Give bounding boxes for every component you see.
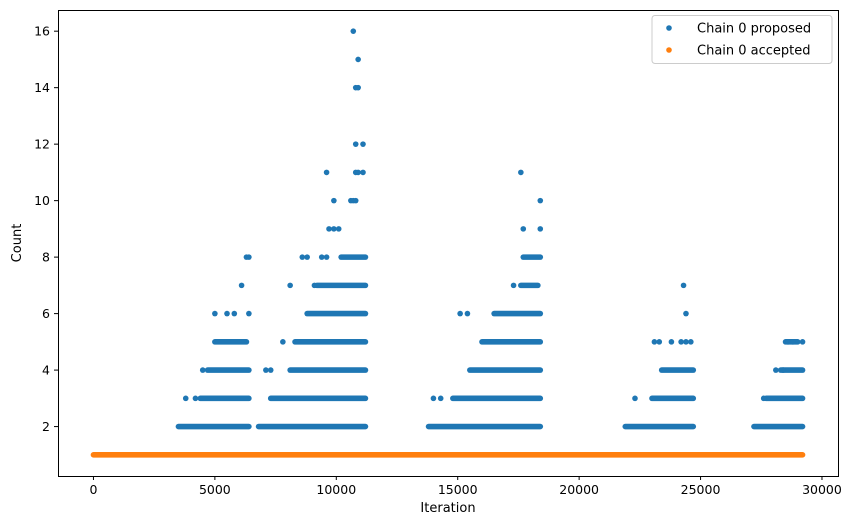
- data-points: [90, 28, 806, 458]
- data-point-0-6: [246, 310, 252, 317]
- data-point-0-2: [199, 367, 206, 373]
- x-axis-label: Iteration: [420, 501, 475, 516]
- data-point-0-39: [464, 310, 471, 317]
- data-point-0-23: [331, 197, 337, 204]
- data-point-0-21: [335, 226, 342, 232]
- data-point-0-17: [318, 254, 325, 260]
- plot-frame: [58, 10, 839, 477]
- plot-area-background: [58, 10, 838, 476]
- x-tick-label-5: 25000: [681, 482, 721, 497]
- data-point-0-1: [192, 395, 199, 402]
- data-point-0-55: [773, 367, 779, 373]
- data-point-0-46: [651, 339, 658, 345]
- data-point-0-43: [537, 197, 544, 204]
- data-point-0-14: [299, 254, 306, 260]
- data-point-0-41: [520, 226, 527, 232]
- data-point-0-30: [352, 141, 359, 147]
- legend-marker-accepted: [666, 47, 672, 53]
- x-tick-label-3: 15000: [438, 482, 478, 497]
- x-tick-label-0: 0: [89, 482, 97, 497]
- data-point-0-36: [430, 395, 437, 402]
- data-point-0-56: [780, 367, 786, 373]
- data-point-0-15: [304, 254, 310, 260]
- x-tick-label-1: 5000: [199, 482, 231, 497]
- x-tick-label-2: 10000: [316, 482, 356, 497]
- data-point-0-28: [355, 169, 361, 176]
- y-tick-label-4: 10: [34, 193, 50, 208]
- data-point-0-34: [355, 56, 361, 63]
- data-point-0-49: [678, 339, 684, 345]
- data-point-0-50: [683, 339, 689, 345]
- data-point-0-38: [457, 310, 463, 317]
- y-tick-label-7: 16: [34, 24, 50, 39]
- data-point-0-52: [683, 310, 689, 317]
- data-point-0-48: [668, 339, 675, 345]
- data-point-0-18: [323, 254, 330, 260]
- data-point-0-31: [360, 141, 366, 147]
- data-point-0-12: [280, 339, 286, 345]
- data-point-0-16: [311, 282, 318, 289]
- data-point-0-45: [632, 395, 638, 402]
- data-point-0-0: [182, 395, 189, 402]
- y-tick-label-3: 8: [42, 250, 50, 265]
- y-tick-label-2: 6: [42, 306, 50, 321]
- series-0: [175, 28, 806, 430]
- data-point-0-19: [326, 226, 332, 232]
- legend: Chain 0 proposed Chain 0 accepted: [651, 15, 833, 64]
- data-point-0-37: [437, 395, 444, 402]
- data-point-0-58: [790, 339, 796, 345]
- data-point-0-29: [360, 169, 366, 176]
- data-point-0-35: [350, 28, 357, 34]
- y-tick-label-5: 12: [34, 137, 50, 152]
- data-point-0-11: [267, 367, 274, 373]
- data-point-0-51: [688, 339, 694, 345]
- y-axis-label: Count: [10, 224, 25, 263]
- data-point-0-4: [224, 310, 230, 317]
- data-point-0-53: [680, 282, 687, 289]
- data-point-0-57: [785, 339, 791, 345]
- data-point-0-44: [518, 169, 524, 176]
- y-tick-label-0: 2: [42, 419, 50, 434]
- y-tick-label-1: 4: [42, 363, 50, 378]
- x-tick-label-6: 30000: [802, 482, 842, 497]
- data-point-0-33: [355, 84, 361, 91]
- data-point-0-7: [238, 282, 245, 289]
- data-point-0-13: [287, 282, 293, 289]
- legend-marker-proposed: [666, 25, 672, 31]
- data-point-0-54: [760, 395, 767, 402]
- data-point-0-59: [799, 339, 806, 345]
- legend-box: [651, 15, 833, 64]
- data-point-0-40: [510, 282, 517, 289]
- y-tick-label-6: 14: [34, 80, 50, 95]
- legend-label-accepted: Chain 0 accepted: [697, 44, 811, 59]
- data-point-0-47: [656, 339, 663, 345]
- x-tick-label-4: 20000: [559, 482, 599, 497]
- data-point-0-9: [246, 254, 252, 260]
- data-point-0-22: [323, 169, 330, 176]
- data-point-0-10: [263, 367, 269, 373]
- data-point-0-42: [537, 226, 544, 232]
- legend-label-proposed: Chain 0 proposed: [697, 22, 811, 37]
- data-point-0-26: [352, 197, 359, 204]
- data-point-0-20: [331, 226, 337, 232]
- data-point-0-3: [212, 310, 218, 317]
- data-point-0-5: [231, 310, 238, 317]
- axis-ticks: 0 5000 10000 15000 20000 25000 30000 2 4 6 8 10 12 14…: [34, 24, 842, 497]
